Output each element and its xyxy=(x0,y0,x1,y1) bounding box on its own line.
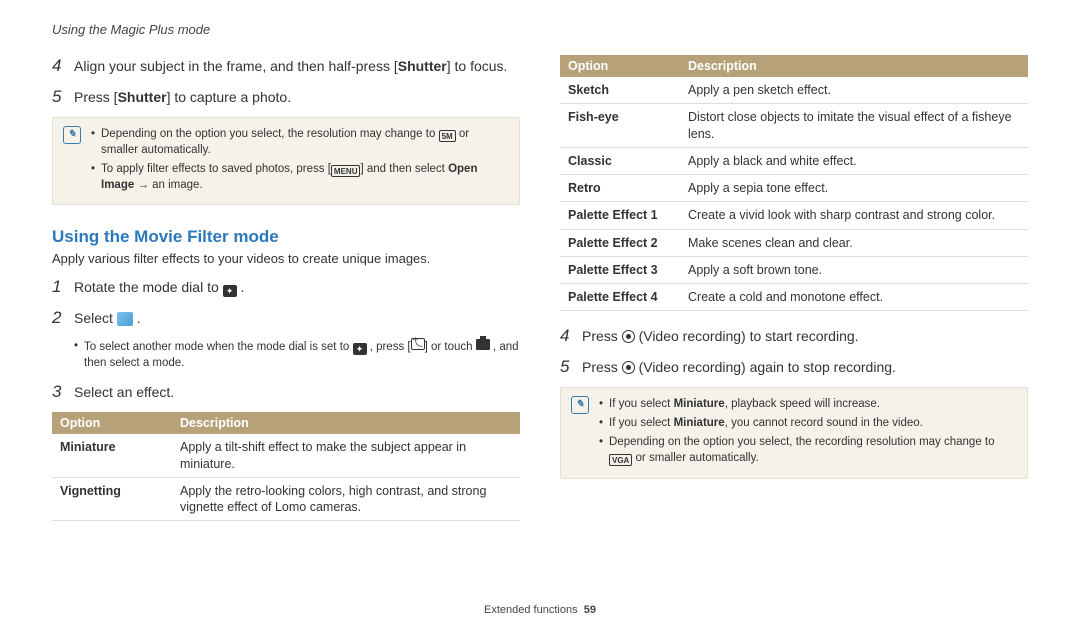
option-name: Classic xyxy=(560,147,680,174)
note-item: If you select Miniature, you cannot reco… xyxy=(599,415,1017,431)
footer-page: 59 xyxy=(584,604,596,616)
options-table-2: Option Description Sketch Apply a pen sk… xyxy=(560,55,1028,311)
option-desc: Create a cold and monotone effect. xyxy=(680,284,1028,311)
step: 5 Press (Video recording) again to stop … xyxy=(560,356,1028,379)
step-body: Rotate the mode dial to ✦ . xyxy=(74,276,244,299)
table-row: Sketch Apply a pen sketch effect. xyxy=(560,77,1028,104)
note-icon: ✎ xyxy=(571,396,589,414)
step-number: 4 xyxy=(52,55,74,78)
table-row: Palette Effect 3 Apply a soft brown tone… xyxy=(560,256,1028,283)
table-row: Palette Effect 4 Create a cold and monot… xyxy=(560,284,1028,311)
options-table-1: Option Description Miniature Apply a til… xyxy=(52,412,520,521)
option-desc: Apply a tilt-shift effect to make the su… xyxy=(172,434,520,477)
step: 4 Align your subject in the frame, and t… xyxy=(52,55,520,78)
section-heading: Using the Movie Filter mode xyxy=(52,227,520,247)
right-column: Option Description Sketch Apply a pen sk… xyxy=(560,55,1028,535)
option-name: Palette Effect 1 xyxy=(560,202,680,229)
sub-note: To select another mode when the mode dia… xyxy=(74,338,520,371)
section-intro: Apply various filter effects to your vid… xyxy=(52,251,520,266)
note-item: Depending on the option you select, the … xyxy=(91,126,509,158)
content-columns: 4 Align your subject in the frame, and t… xyxy=(52,55,1028,535)
page-header: Using the Magic Plus mode xyxy=(52,22,1028,37)
step-number: 4 xyxy=(560,325,582,348)
note-icon: ✎ xyxy=(63,126,81,144)
step-body: Select an effect. xyxy=(74,381,174,404)
option-name: Vignetting xyxy=(52,477,172,521)
th-option: Option xyxy=(52,412,172,434)
step-number: 3 xyxy=(52,381,74,404)
step-body: Press (Video recording) again to stop re… xyxy=(582,356,896,379)
table-row: Palette Effect 1 Create a vivid look wit… xyxy=(560,202,1028,229)
option-desc: Apply a pen sketch effect. xyxy=(680,77,1028,104)
note-box-1: ✎ Depending on the option you select, th… xyxy=(52,117,520,205)
step: 1 Rotate the mode dial to ✦ . xyxy=(52,276,520,299)
option-name: Palette Effect 3 xyxy=(560,256,680,283)
th-description: Description xyxy=(680,55,1028,77)
option-name: Retro xyxy=(560,175,680,202)
step: 2 Select . xyxy=(52,307,520,330)
table-row: Fish-eye Distort close objects to imitat… xyxy=(560,104,1028,148)
th-option: Option xyxy=(560,55,680,77)
left-column: 4 Align your subject in the frame, and t… xyxy=(52,55,520,535)
note-item: To apply filter effects to saved photos,… xyxy=(91,161,509,193)
option-desc: Create a vivid look with sharp contrast … xyxy=(680,202,1028,229)
table-row: Palette Effect 2 Make scenes clean and c… xyxy=(560,229,1028,256)
table-row: Classic Apply a black and white effect. xyxy=(560,147,1028,174)
option-desc: Make scenes clean and clear. xyxy=(680,229,1028,256)
note-box-2: ✎ If you select Miniature, playback spee… xyxy=(560,387,1028,478)
table-row: Miniature Apply a tilt-shift effect to m… xyxy=(52,434,520,477)
step-body: Select . xyxy=(74,307,141,330)
note-item: If you select Miniature, playback speed … xyxy=(599,396,1017,412)
option-desc: Apply a sepia tone effect. xyxy=(680,175,1028,202)
option-desc: Apply a black and white effect. xyxy=(680,147,1028,174)
option-desc: Apply the retro-looking colors, high con… xyxy=(172,477,520,521)
option-name: Sketch xyxy=(560,77,680,104)
option-name: Fish-eye xyxy=(560,104,680,148)
note-item: Depending on the option you select, the … xyxy=(599,434,1017,466)
step-number: 1 xyxy=(52,276,74,299)
step-body: Press [Shutter] to capture a photo. xyxy=(74,86,291,109)
step: 5 Press [Shutter] to capture a photo. xyxy=(52,86,520,109)
step: 4 Press (Video recording) to start recor… xyxy=(560,325,1028,348)
step-body: Align your subject in the frame, and the… xyxy=(74,55,507,78)
option-name: Miniature xyxy=(52,434,172,477)
table-row: Vignetting Apply the retro-looking color… xyxy=(52,477,520,521)
step-number: 5 xyxy=(52,86,74,109)
option-desc: Apply a soft brown tone. xyxy=(680,256,1028,283)
table-row: Retro Apply a sepia tone effect. xyxy=(560,175,1028,202)
step-body: Press (Video recording) to start recordi… xyxy=(582,325,859,348)
option-name: Palette Effect 2 xyxy=(560,229,680,256)
option-name: Palette Effect 4 xyxy=(560,284,680,311)
step-number: 5 xyxy=(560,356,582,379)
step-3: 3 Select an effect. xyxy=(52,381,520,404)
th-description: Description xyxy=(172,412,520,434)
page-footer: Extended functions 59 xyxy=(0,604,1080,616)
option-desc: Distort close objects to imitate the vis… xyxy=(680,104,1028,148)
step-number: 2 xyxy=(52,307,74,330)
footer-section: Extended functions xyxy=(484,604,578,616)
